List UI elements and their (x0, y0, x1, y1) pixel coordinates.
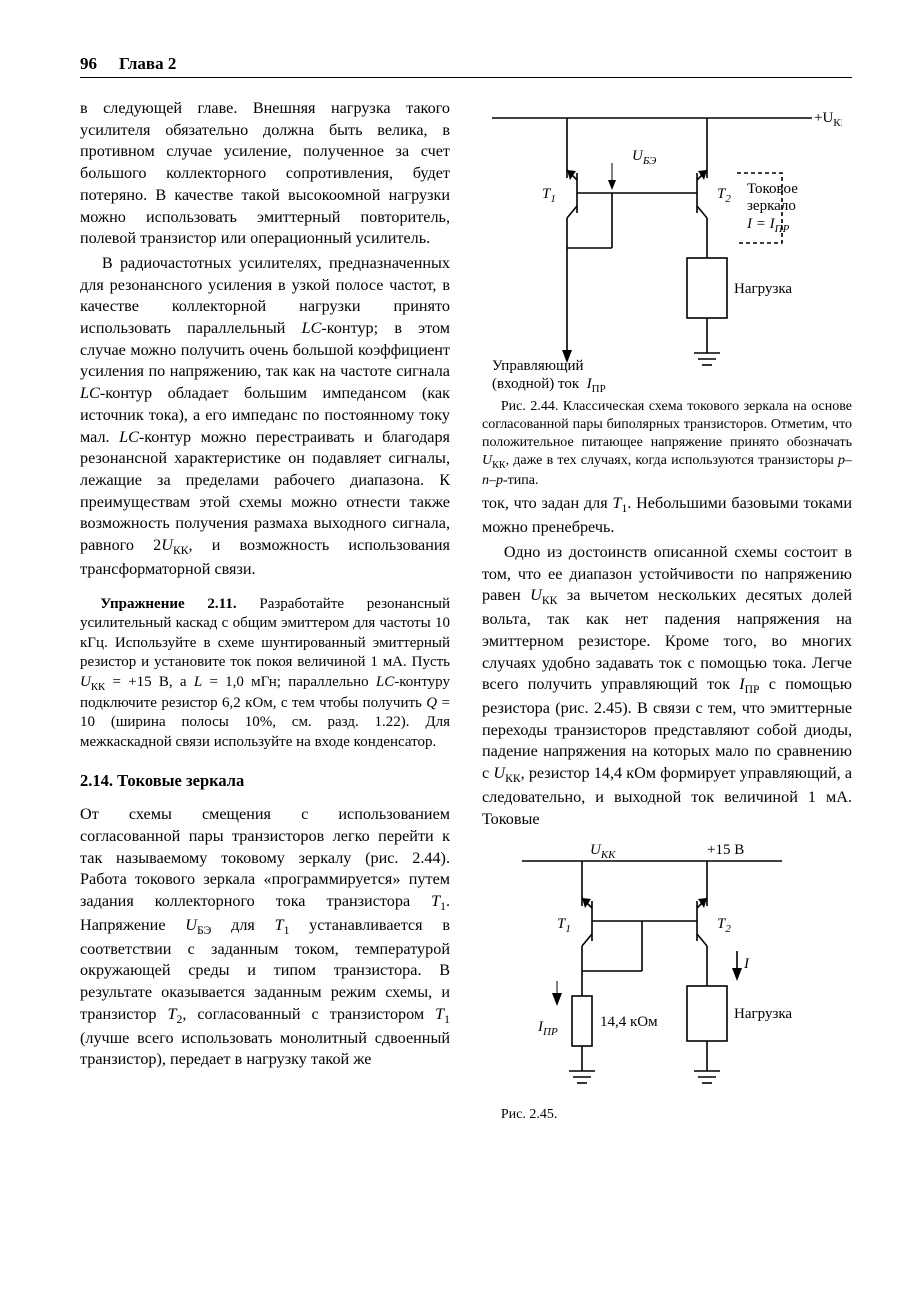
text: (лучше всего использовать монолитный сдв… (80, 1029, 450, 1069)
label-r: 14,4 кОм (600, 1014, 658, 1030)
label-t2: T2 (717, 916, 731, 935)
page-number: 96 (80, 54, 97, 74)
figure-2-44-caption: Рис. 2.44. Классическая схема токового з… (482, 398, 852, 490)
text: -типа. (503, 473, 538, 488)
para: В радиочастотных усилителях, предназначе… (80, 253, 450, 581)
figure-2-45: UКК +15 В T1 T2 I Нагрузка IПР 14,4 кОм (482, 836, 842, 1106)
label-t1: T1 (542, 186, 556, 205)
label-i: I (743, 956, 750, 972)
text: ток, что задан для (482, 494, 612, 512)
page-header: 96 Глава 2 (80, 54, 852, 78)
label-ube: UБЭ (632, 148, 656, 167)
label-ukk: +UКК (814, 110, 842, 129)
chapter-label: Глава 2 (119, 54, 176, 73)
text: , резистор 14,4 кОм формирует управляющи… (482, 764, 852, 828)
figure-2-44: +UКК UБЭ T1 T2 Токовое зеркало I = IПР Н… (482, 98, 842, 398)
para: ток, что задан для T1. Небольшими базовы… (482, 493, 852, 539)
label-mirror-eq: I = IПР (746, 216, 790, 235)
para: Одно из достоинств описанной схемы состо… (482, 542, 852, 831)
text: = +15 В, а (105, 674, 194, 690)
para: в следующей главе. Внешняя нагрузка тако… (80, 98, 450, 250)
label-t1: T1 (557, 916, 571, 935)
label-ctrl-2: (входной) ток IПР (492, 376, 606, 395)
section-heading: 2.14. Токовые зеркала (80, 770, 450, 792)
label-mirror-1: Токовое (747, 181, 798, 197)
label-mirror-2: зеркало (747, 198, 796, 214)
exercise-label: Упражнение 2.11. (100, 596, 259, 612)
label-ukk: UКК (590, 842, 616, 861)
text: От схемы смещения с использованием согла… (80, 805, 450, 910)
figure-2-45-caption: Рис. 2.45. (482, 1106, 852, 1124)
exercise: Упражнение 2.11. Разработайте резонансны… (80, 595, 450, 753)
label-15v: +15 В (707, 842, 744, 858)
label-ctrl-1: Управляющий (492, 358, 584, 374)
para: От схемы смещения с использованием согла… (80, 804, 450, 1071)
column-left: в следующей главе. Внешняя нагрузка тако… (80, 98, 450, 1127)
label-ipr: IПР (537, 1019, 558, 1038)
text: для (211, 916, 274, 934)
text: Рис. 2.44. Классическая схема токового з… (482, 399, 852, 450)
text: в следующей главе. Внешняя нагрузка тако… (80, 99, 450, 247)
column-right: +UКК UБЭ T1 T2 Токовое зеркало I = IПР Н… (482, 98, 852, 1127)
text: , даже в тех случаях, когда используются… (506, 453, 838, 468)
text: = 1,0 мГн; параллельно (202, 674, 376, 690)
label-load: Нагрузка (734, 281, 792, 297)
label-t2: T2 (717, 186, 731, 205)
label-load: Нагрузка (734, 1006, 792, 1022)
text: , согласованный с транзистором (182, 1005, 435, 1023)
